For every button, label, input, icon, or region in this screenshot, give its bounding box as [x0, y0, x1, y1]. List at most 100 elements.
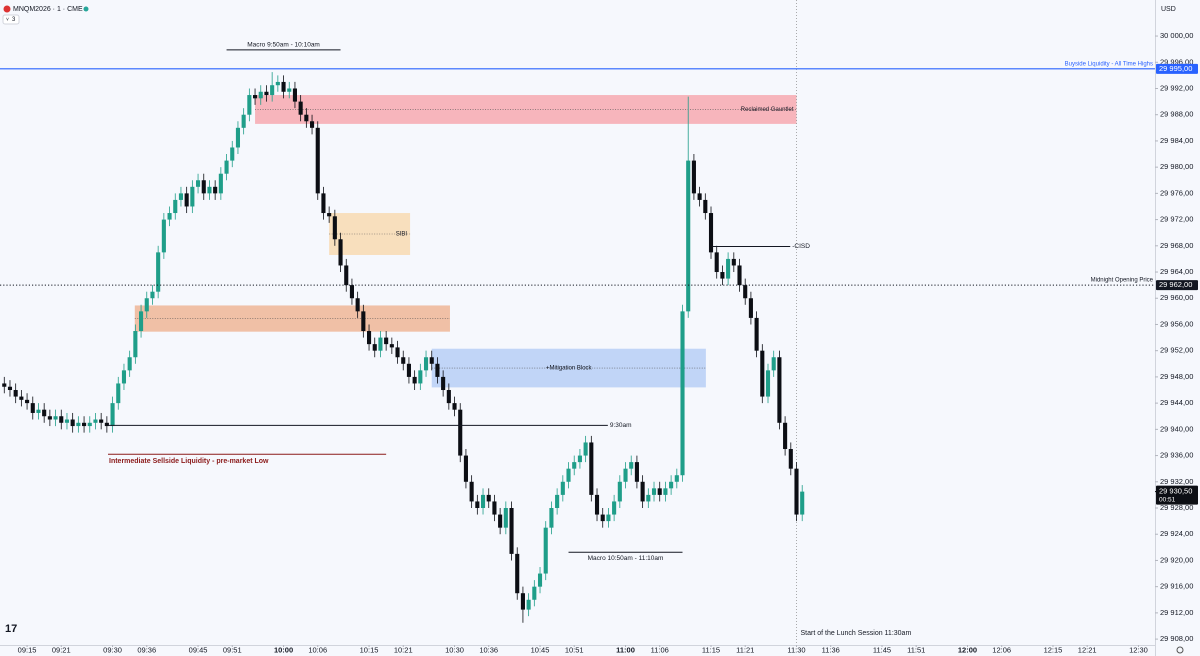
candle-body	[617, 481, 622, 502]
candle-body	[646, 494, 651, 502]
candle-body	[788, 449, 793, 469]
candle-body	[577, 455, 582, 463]
candle-body	[309, 121, 315, 128]
candle-body	[498, 514, 503, 528]
segment-label: Macro 9:50am - 10:10am	[247, 42, 320, 49]
candle-body	[36, 409, 41, 413]
indicator-toggle[interactable]	[2, 14, 20, 25]
chevron: ˅	[6, 17, 9, 23]
last-price-box	[1156, 485, 1198, 505]
candle-body	[224, 160, 229, 174]
candle-body	[173, 199, 178, 214]
candle-body	[247, 95, 252, 115]
candle-body	[372, 344, 377, 351]
candle-body	[446, 390, 451, 404]
candle-body	[765, 370, 771, 397]
y-tick-label: 30 000,00	[1160, 31, 1193, 40]
candle-body	[218, 173, 223, 194]
candle-body	[771, 357, 776, 371]
candle-body	[594, 494, 600, 515]
candle-body	[384, 337, 389, 345]
candle-body	[304, 114, 309, 122]
candle-body	[452, 403, 457, 410]
y-tick-label: 29 984,00	[1160, 136, 1193, 145]
candle-body	[612, 501, 617, 515]
candle-body	[87, 422, 92, 427]
candle-body	[64, 419, 70, 423]
logo: 17	[5, 623, 17, 635]
segment-label: Intermediate Sellside Liquidity - pre-ma…	[109, 458, 269, 465]
candle-body	[349, 285, 354, 299]
candle-body	[287, 88, 292, 92]
x-tick-label: 12:30	[1129, 645, 1148, 654]
x-tick-label: 10:51	[565, 645, 584, 654]
x-tick-label: 09:45	[189, 645, 208, 654]
x-tick-label: 10:36	[479, 645, 498, 654]
candle-body	[281, 81, 286, 92]
candle-body	[104, 422, 109, 427]
candle-body	[178, 193, 184, 200]
candle-body	[241, 114, 246, 128]
candle-body	[703, 199, 708, 214]
candle-body	[760, 350, 765, 397]
candle-body	[298, 101, 303, 115]
candle-body	[691, 160, 696, 194]
settings-icon[interactable]	[1176, 646, 1184, 654]
currency: USD	[1161, 6, 1176, 13]
x-tick-label: 09:15	[18, 645, 37, 654]
candle-body	[167, 213, 172, 220]
y-tick-label: 29 948,00	[1160, 372, 1193, 381]
candle-body	[344, 265, 349, 286]
x-tick-label: 11:15	[702, 645, 720, 654]
candle-body	[253, 95, 258, 99]
candle-body	[59, 416, 64, 423]
candle-body	[800, 491, 805, 515]
y-tick-label: 29 920,00	[1160, 555, 1193, 564]
last-price-label: 29 930,50	[1159, 487, 1192, 496]
candle-body	[429, 357, 434, 364]
candle-body	[321, 193, 326, 214]
x-tick-label: 09:30	[103, 645, 122, 654]
candle-body	[156, 252, 161, 292]
candle-body	[423, 357, 429, 371]
candle-body	[378, 337, 383, 351]
candle-body	[235, 127, 241, 148]
candle-body	[53, 416, 58, 420]
y-tick-label: 29 960,00	[1160, 293, 1193, 302]
y-tick-label: 29 936,00	[1160, 451, 1193, 460]
candle-body	[116, 383, 121, 404]
price-label: 29 995,00	[1159, 64, 1192, 73]
y-tick-label: 29 912,00	[1160, 608, 1193, 617]
candle-body	[629, 462, 634, 469]
candle-body	[230, 147, 235, 161]
candle-body	[526, 599, 531, 610]
candle-body	[537, 573, 543, 587]
candle-body	[42, 409, 47, 417]
y-tick-label: 29 916,00	[1160, 582, 1193, 591]
candle-body	[458, 409, 463, 456]
candle-body	[441, 376, 446, 391]
candle-body	[315, 127, 320, 194]
candle-body	[127, 357, 132, 371]
candle-body	[651, 488, 657, 495]
indicator-count: 3	[12, 17, 16, 23]
candle-body	[469, 481, 474, 502]
candle-body	[486, 494, 491, 502]
x-tick-label: 12:06	[992, 645, 1011, 654]
segment-label: -CISD	[792, 243, 810, 250]
x-tick-label: 10:00	[274, 645, 293, 654]
candle-body	[406, 363, 411, 377]
candle-body	[76, 422, 81, 427]
y-tick-label: 29 940,00	[1160, 424, 1193, 433]
x-tick-label: 10:30	[445, 645, 464, 654]
candle-body	[7, 386, 13, 391]
candle-body	[275, 81, 280, 86]
price-label-box	[1156, 63, 1198, 74]
candle-body	[560, 481, 565, 495]
candle-body	[355, 298, 360, 312]
candle-body	[463, 455, 468, 482]
candle-body	[139, 311, 144, 332]
x-tick-label: 12:00	[958, 645, 977, 654]
zone-label: Reclaimed Gauntlet	[741, 107, 794, 113]
